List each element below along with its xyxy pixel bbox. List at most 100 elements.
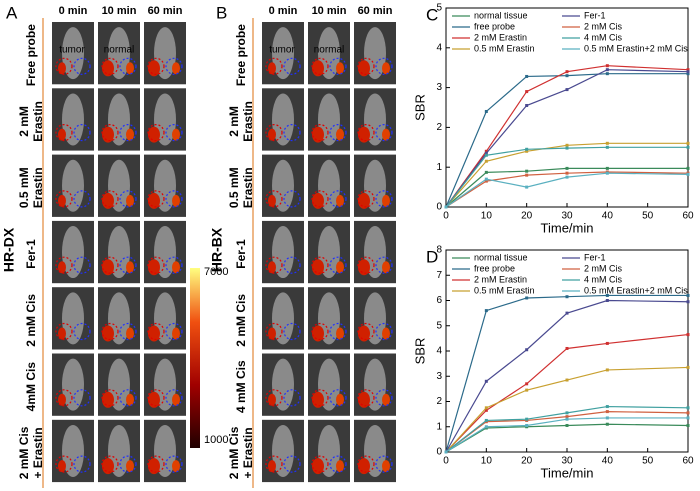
signal [268,128,276,141]
roi [375,389,393,407]
group-label: HR-BX [209,227,225,272]
point [525,104,529,108]
point [565,346,569,350]
roi [311,322,329,341]
roi [357,455,375,473]
point [565,423,569,427]
signal [126,327,134,340]
point [484,170,488,174]
point [565,417,569,421]
signal [358,192,370,209]
roi [165,322,183,341]
row-label: 2 mM Cis [227,426,241,479]
signal [358,60,370,77]
signal [58,327,66,340]
series-line [445,417,688,453]
roi [55,57,73,75]
row-label: 4 mM Cis [234,360,248,413]
roi [101,256,119,274]
colorbar [190,268,200,448]
point [525,90,529,94]
signal [358,391,370,408]
point [525,74,529,78]
roi [119,256,137,274]
x-tick-label: 10 [481,456,493,467]
row-label: 4mM Cis [24,362,38,412]
roi [329,57,347,75]
roi [101,124,119,142]
signal [268,393,276,406]
signal [126,460,134,473]
row-label: Free probe [24,24,38,86]
roi [73,322,91,341]
signal [382,460,390,473]
roi [165,389,183,407]
signal [312,126,324,143]
point [686,166,690,170]
x-tick-label: 0 [443,456,449,467]
signal [358,126,370,143]
roi [329,322,347,341]
series-line [445,65,689,208]
row-label: 0.5 mM [17,167,31,208]
point [686,70,690,74]
point [484,109,488,113]
roi [283,455,301,473]
mouse-body [272,226,294,279]
signal [172,128,180,141]
roi [73,256,91,274]
roi [283,57,301,75]
panel-letter: C [426,5,438,24]
point [605,171,609,175]
legend-label: 4 mM Cis [584,32,622,42]
signal [336,62,344,75]
roi [375,322,393,341]
point [484,153,488,157]
x-axis-label: Time/min [541,465,594,480]
signal [358,259,370,276]
signal [58,128,66,141]
roi [55,124,73,142]
roi [357,124,375,142]
roi [119,57,137,75]
roi [329,389,347,407]
legend-label: 4 mM Cis [584,274,622,284]
point [565,411,569,415]
y-tick-label: 1 [436,162,442,173]
x-axis-label: Time/min [541,220,594,235]
point [444,450,448,454]
signal [268,460,276,473]
series-line [445,172,689,208]
roi [165,190,183,208]
signal [268,62,276,75]
row-label: 2 mM [17,106,31,137]
roi [101,322,119,341]
roi [311,190,329,208]
mouse-body [272,159,294,212]
series-line [445,73,688,208]
signal [58,62,66,75]
mouse-body [62,27,84,80]
signal [102,391,114,408]
row-label: 2 mM Cis [17,426,31,479]
x-tick-label: 40 [602,211,614,222]
roi [165,57,183,75]
signal [148,192,160,209]
point [605,145,609,149]
roi [119,389,137,407]
legend-label: 2 mM Erastin [474,32,527,42]
series-line [445,294,688,453]
point [484,379,488,383]
point [484,425,488,429]
panel-letter: B [216,3,227,22]
signal [382,327,390,340]
signal [102,325,114,342]
roi [357,57,375,75]
point [686,411,690,415]
signal [172,62,180,75]
point [605,64,609,68]
column-header: 10 min [312,5,347,17]
roi [265,455,283,473]
mouse-body [62,424,84,477]
